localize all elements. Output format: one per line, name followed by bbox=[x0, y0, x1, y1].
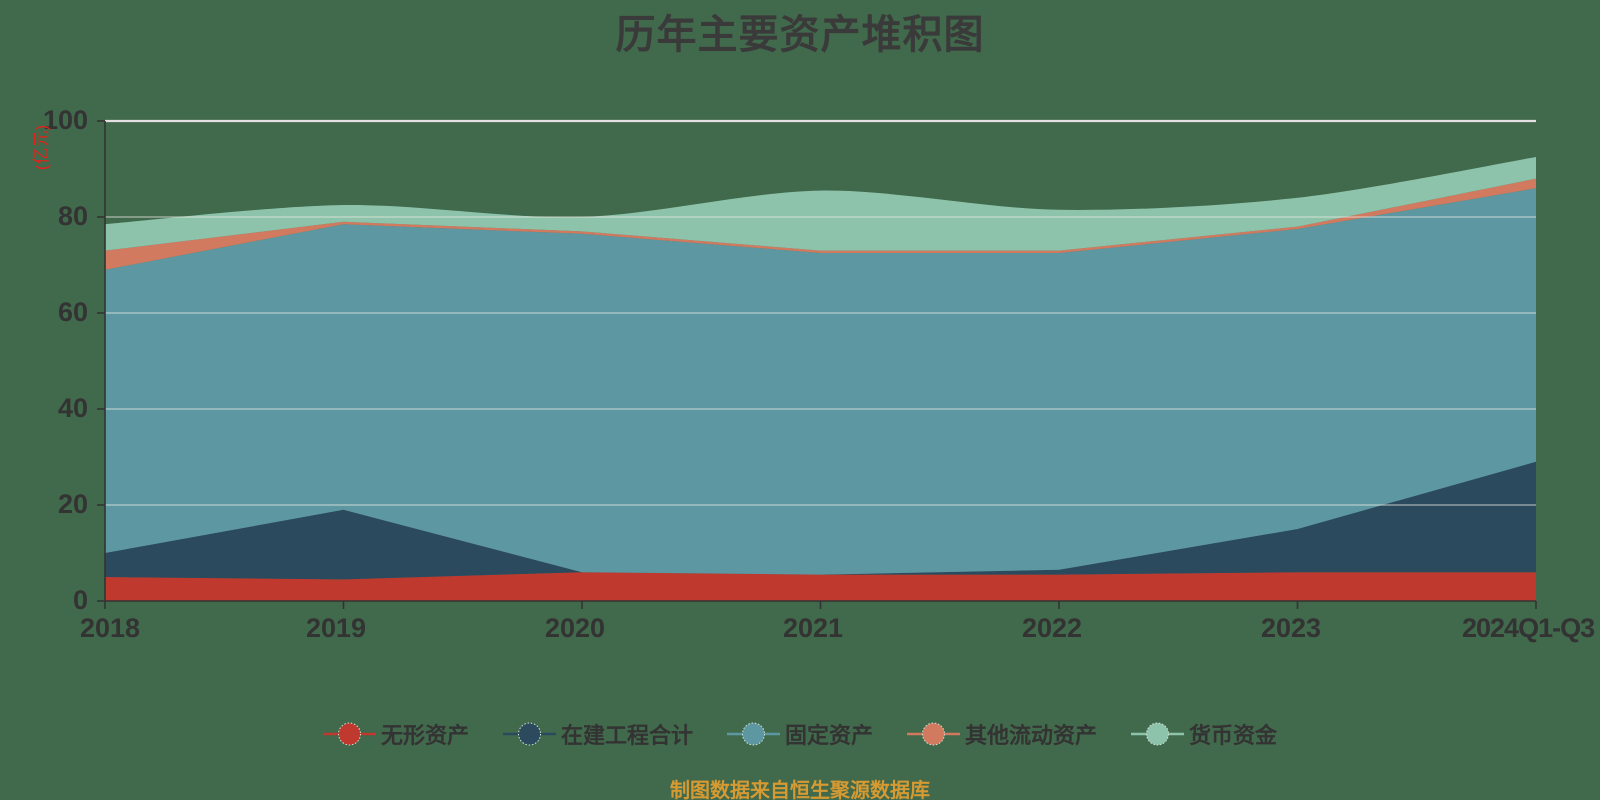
svg-text:0: 0 bbox=[73, 585, 88, 615]
svg-text:2021: 2021 bbox=[783, 613, 843, 643]
svg-text:2023: 2023 bbox=[1261, 613, 1321, 643]
svg-text:2018: 2018 bbox=[80, 613, 140, 643]
svg-text:2019: 2019 bbox=[306, 613, 366, 643]
svg-text:60: 60 bbox=[58, 297, 88, 327]
svg-text:40: 40 bbox=[58, 393, 88, 423]
svg-text:2020: 2020 bbox=[545, 613, 605, 643]
svg-text:20: 20 bbox=[58, 489, 88, 519]
svg-text:2024Q1-Q3: 2024Q1-Q3 bbox=[1462, 613, 1595, 643]
svg-text:2022: 2022 bbox=[1022, 613, 1082, 643]
svg-text:80: 80 bbox=[58, 201, 88, 231]
